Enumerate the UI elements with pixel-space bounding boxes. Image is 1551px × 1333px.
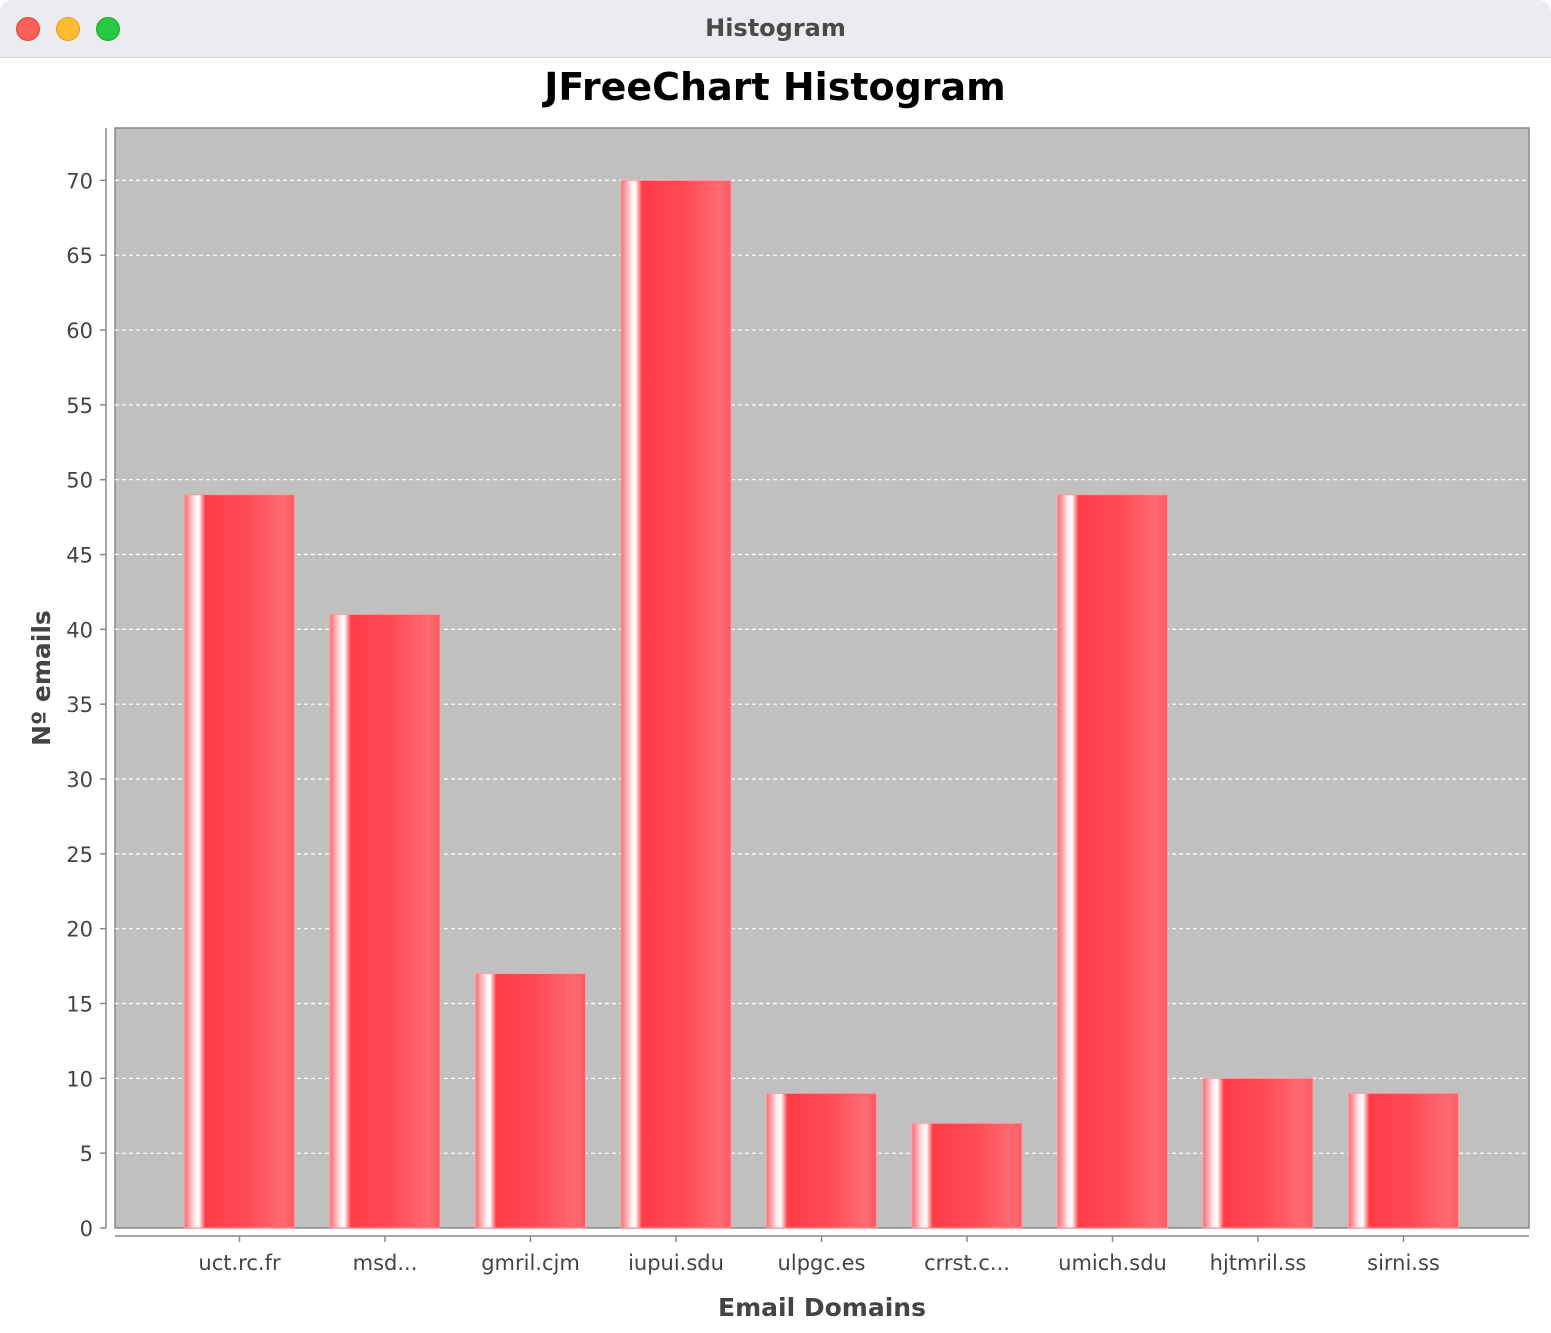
plot-area [114,127,1530,1229]
y-tick-label: 45 [66,544,93,568]
bar-7 [1202,1077,1314,1229]
window-title: Histogram [705,14,846,42]
y-tick-label: 35 [66,693,93,717]
x-tick-label: iupui.sdu [628,1251,724,1275]
x-tick-label: sirni.ss [1367,1251,1440,1275]
x-axis: uct.rc.fr msd... gmril.cjm iupui.sdu ulpgc.e… [115,1235,1529,1275]
bar-5 [911,1122,1023,1229]
bar-3 [620,179,732,1229]
bars [184,179,1459,1229]
bar-0 [184,494,295,1229]
x-tick-label: crrst.c... [924,1251,1010,1275]
minimize-button[interactable] [56,17,80,41]
y-tick-label: 40 [66,618,93,642]
x-tick-label: hjtmril.ss [1210,1251,1307,1275]
y-tick-label: 55 [66,394,93,418]
histogram-chart: JFreeChart Histogram 0 5 10 15 20 25 30 35 40 45 5… [27,65,1530,1322]
bar-6 [1057,494,1168,1229]
y-tick-label: 15 [66,993,93,1017]
maximize-button[interactable] [96,17,120,41]
bar-4 [766,1092,877,1229]
y-tick-label: 20 [66,918,93,942]
y-axis: 0 5 10 15 20 25 30 35 40 45 50 55 60 65 70 [66,128,107,1241]
x-axis-label: Email Domains [718,1293,926,1322]
y-tick-label: 25 [66,843,93,867]
y-tick-label: 10 [66,1067,93,1091]
y-tick-label: 70 [66,169,93,193]
close-button[interactable] [16,17,40,41]
y-tick-label: 50 [66,469,93,493]
chart-title: JFreeChart Histogram [541,65,1006,109]
title-bar: Histogram [0,0,1551,58]
x-tick-label: gmril.cjm [481,1251,580,1275]
bar-2 [475,973,586,1229]
y-tick-label: 60 [66,319,93,343]
bar-1 [329,613,441,1229]
x-tick-label: uct.rc.fr [198,1251,281,1275]
x-tick-label: umich.sdu [1058,1251,1167,1275]
y-axis-label: Nº emails [27,610,56,746]
y-tick-label: 65 [66,244,93,268]
bar-8 [1348,1092,1459,1229]
y-tick-label: 30 [66,768,93,792]
y-tick-label: 5 [80,1142,93,1166]
y-tick-label: 0 [80,1217,93,1241]
x-tick-label: ulpgc.es [778,1251,866,1275]
x-tick-label: msd... [353,1251,418,1275]
